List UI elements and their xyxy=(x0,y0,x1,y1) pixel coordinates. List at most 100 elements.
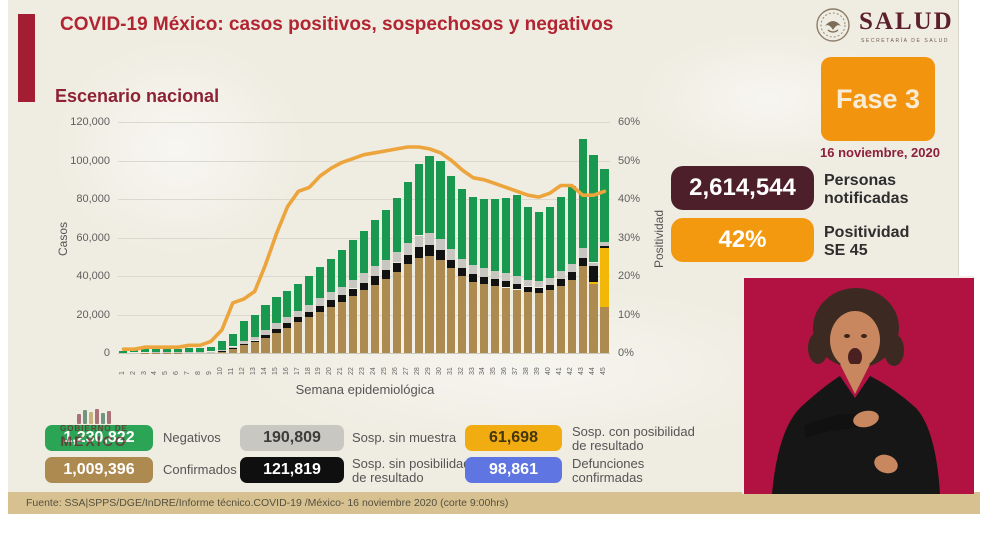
bar-segment xyxy=(370,266,379,276)
x-axis-tick: 45 xyxy=(599,367,607,375)
legend-value: 1,230,822 xyxy=(63,429,135,446)
bar-segment xyxy=(381,278,390,353)
bar-segment xyxy=(491,199,500,272)
bar-segment xyxy=(512,276,522,284)
x-axis-tick: 9 xyxy=(206,371,214,375)
bar-segment xyxy=(338,302,347,353)
bar-segment xyxy=(184,352,194,353)
x-axis-tick: 26 xyxy=(391,367,399,375)
bar-segment xyxy=(163,348,172,353)
bar-segment xyxy=(447,175,456,250)
y-axis-tick-left: 40,000 xyxy=(76,270,110,282)
salud-logo-word: SALUD xyxy=(859,8,954,35)
x-axis-tick: 44 xyxy=(588,367,596,375)
bar-segment xyxy=(600,242,609,247)
phase-badge: Fase 3 xyxy=(821,57,935,141)
x-axis-tick: 25 xyxy=(381,367,388,375)
title-accent-bar xyxy=(18,14,35,102)
bar-segment xyxy=(600,306,609,353)
bar-segment xyxy=(523,292,532,353)
x-axis-tick: 10 xyxy=(217,367,224,375)
bar-segment xyxy=(589,266,598,282)
x-axis-tick: 27 xyxy=(402,367,410,375)
bar-segment xyxy=(348,296,358,353)
y-axis-tick-left: 120,000 xyxy=(70,116,110,128)
bar-segment xyxy=(206,352,215,353)
x-axis-tick: 29 xyxy=(424,367,432,375)
bar-segment xyxy=(130,350,139,353)
bar-segment xyxy=(534,211,543,281)
bar-segment xyxy=(502,273,511,281)
x-axis-tick: 11 xyxy=(227,367,235,375)
x-axis-tick: 31 xyxy=(446,367,454,375)
bar-segment xyxy=(534,287,543,294)
bar-segment xyxy=(294,283,303,311)
bar-segment xyxy=(261,329,270,335)
x-axis-tick: 39 xyxy=(534,367,542,375)
bar-segment xyxy=(217,341,226,350)
bar-segment xyxy=(250,336,259,341)
page-title: COVID-19 México: casos positivos, sospec… xyxy=(60,14,614,35)
legend-label: Defunciones confirmadas xyxy=(572,456,645,486)
y-axis-tick-left: 0 xyxy=(103,347,110,359)
phase-date: 16 noviembre, 2020 xyxy=(820,145,940,160)
bar-segment xyxy=(381,209,390,260)
x-axis-tick: 28 xyxy=(413,367,421,375)
bar-segment xyxy=(491,285,500,353)
bar-segment xyxy=(523,206,532,280)
x-axis-tick: 7 xyxy=(184,371,192,375)
x-axis-tick: 36 xyxy=(501,367,509,375)
bar-segment xyxy=(206,346,215,352)
legend-swatch: 1,230,822 xyxy=(45,425,153,451)
bar-segment xyxy=(545,284,554,291)
bar-segment xyxy=(283,291,292,318)
bar-segment xyxy=(359,290,368,353)
bar-segment xyxy=(327,258,336,293)
bar-segment xyxy=(381,259,390,271)
y-axis-tick-left: 80,000 xyxy=(76,193,110,205)
bar-segment xyxy=(458,276,467,353)
bar-segment xyxy=(370,220,379,267)
legend-value: 61,698 xyxy=(489,429,538,446)
x-axis-tick: 3 xyxy=(140,371,148,375)
y-axis-tick-right: 60% xyxy=(618,116,641,128)
bar-segment xyxy=(534,293,543,353)
x-axis-tick: 37 xyxy=(512,367,520,375)
bar-segment xyxy=(217,349,226,351)
legend-label: Sosp. con posibilidad de resultado xyxy=(572,424,695,454)
bar-segment xyxy=(305,311,314,318)
bar-segment xyxy=(294,310,303,318)
bar-segment xyxy=(567,279,576,354)
legend-swatch: 98,861 xyxy=(465,457,562,483)
grid-line xyxy=(118,122,610,123)
bar-segment xyxy=(250,342,259,353)
bar-segment xyxy=(480,268,489,277)
bar-segment xyxy=(239,320,248,341)
positivity-value: 42% xyxy=(718,226,767,253)
bar-segment xyxy=(327,306,336,353)
grid-line xyxy=(118,353,610,354)
y-axis-tick-left: 20,000 xyxy=(76,308,110,321)
notified-count-value: 2,614,544 xyxy=(689,174,796,201)
bar-segment xyxy=(217,351,226,353)
phase-badge-label: Fase 3 xyxy=(835,83,921,114)
bar-segment xyxy=(447,249,456,260)
x-axis-tick: 4 xyxy=(151,371,159,375)
grid-line xyxy=(118,199,610,200)
legend-swatch: 1,009,396 xyxy=(45,457,153,483)
bar-segment xyxy=(195,347,204,352)
bar-segment xyxy=(414,247,423,258)
bar-segment xyxy=(370,284,379,353)
bar-segment xyxy=(469,274,478,282)
x-axis-tick: 13 xyxy=(249,367,257,375)
bar-segment xyxy=(119,351,128,353)
salud-logo: SALUD SECRETARÍA DE SALUD xyxy=(815,4,955,56)
bar-segment xyxy=(458,258,467,269)
y-axis-tick-right: 0% xyxy=(618,347,634,359)
positivity-line xyxy=(121,145,607,351)
y-axis-tick-right: 20% xyxy=(618,270,641,282)
x-axis-tick: 1 xyxy=(118,371,126,375)
notified-count-box: 2,614,544 xyxy=(671,166,814,210)
y-axis-tick-right: 40% xyxy=(618,193,641,205)
x-axis-tick: 20 xyxy=(326,367,334,375)
